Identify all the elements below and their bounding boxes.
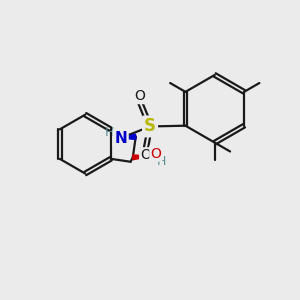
Text: H: H [105,126,114,140]
Text: H: H [157,155,166,168]
Text: O: O [150,146,161,161]
Text: O: O [134,89,145,103]
Polygon shape [121,134,136,140]
Polygon shape [133,155,153,160]
Text: S: S [144,117,156,135]
Text: O: O [140,148,151,162]
Text: N: N [114,131,127,146]
